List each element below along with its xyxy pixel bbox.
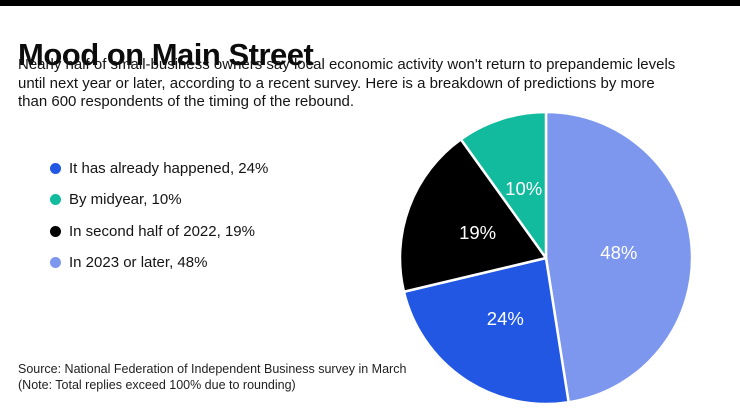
pie-slice-label: 10% <box>505 178 542 199</box>
pie-slice-in-second-half-of-2022 <box>398 138 548 293</box>
legend-item-label: By midyear, 10% <box>69 191 182 208</box>
chart-footer: Source: National Federation of Independe… <box>18 362 406 393</box>
subtitle-line: Nearly half of small-business owners say… <box>18 56 676 73</box>
pie-slice-it-has-already-happened <box>402 256 570 406</box>
source-line: Source: National Federation of Independe… <box>18 362 407 376</box>
legend-item-label: In second half of 2022, 19% <box>69 222 255 240</box>
pie-slice-label: 24% <box>487 308 524 329</box>
subtitle-line: than 600 respondents of the timing of th… <box>18 93 355 110</box>
legend-item-by-midyear: By midyear, 10% <box>50 191 268 209</box>
legend-dot-blue-icon <box>50 162 61 174</box>
legend-dot-teal-icon <box>50 194 61 205</box>
pie-slice-in-2023-or-later <box>544 110 694 404</box>
legend-dot-periwinkle-icon <box>50 257 61 268</box>
legend-item-label: In 2023 or later, 48% <box>69 254 208 271</box>
page-title: Mood on Main Street <box>18 36 314 72</box>
pie-chart-container: 48% 24% 19% 10% <box>386 98 706 418</box>
pie-chart: 48% 24% 19% 10% <box>398 110 694 406</box>
pie-slice-by-midyear <box>459 110 548 260</box>
top-rule <box>0 0 740 6</box>
legend-item-second-half-2022: In second half of 2022, 19% <box>50 222 268 240</box>
note-line: (Note: Total replies exceed 100% due to … <box>18 377 296 392</box>
pie-slice-label: 48% <box>600 242 637 263</box>
legend-dot-black-icon <box>50 225 61 237</box>
legend-item-2023-or-later: In 2023 or later, 48% <box>50 254 268 272</box>
subtitle-line: until next year or later, according to a… <box>18 74 655 92</box>
chart-legend: It has already happened, 24% By midyear,… <box>50 159 268 285</box>
legend-item-label: It has already happened, 24% <box>69 159 269 177</box>
legend-item-already-happened: It has already happened, 24% <box>50 159 268 177</box>
chart-subtitle: Nearly half of small-business owners say… <box>18 56 728 112</box>
pie-slice-label: 19% <box>459 222 496 243</box>
